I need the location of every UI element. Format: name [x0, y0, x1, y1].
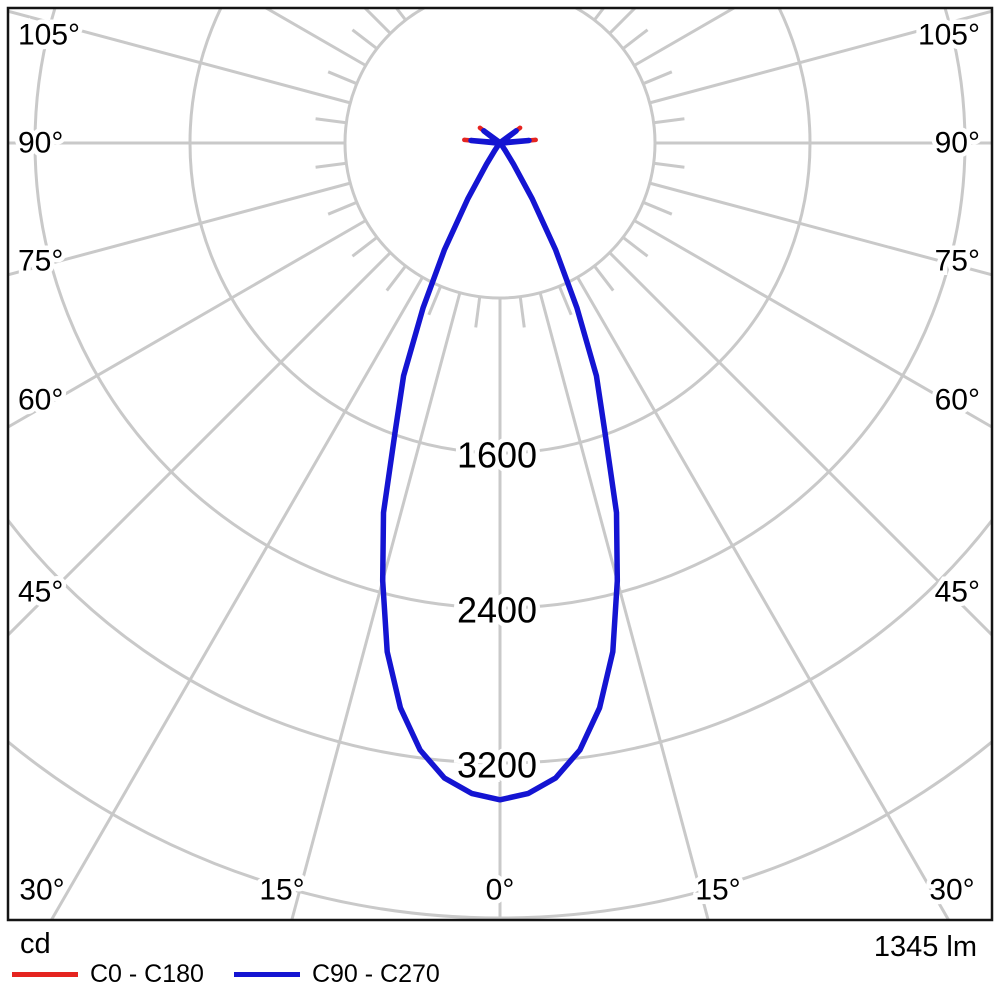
grid-tick: [642, 200, 673, 216]
angle-label-8-15deg: 15°: [695, 874, 740, 907]
grid-tick: [327, 70, 358, 86]
grid-tick: [653, 117, 685, 125]
grid-tick: [642, 70, 673, 86]
angle-label-12-75deg: 75°: [935, 245, 980, 278]
grid-tick: [518, 296, 526, 328]
angle-label-14-105deg: 105°: [918, 19, 980, 52]
angle-label-9-30deg: 30°: [929, 874, 974, 907]
angle-label-4-45deg: 45°: [18, 576, 63, 609]
grid-radial-105: [649, 9, 992, 105]
ring-label-3200: 3200: [457, 745, 537, 786]
grid-tick: [315, 117, 347, 125]
grid-tick: [622, 28, 649, 50]
angle-label-2-75deg: 75°: [18, 245, 63, 278]
legend-line-blue-icon: [233, 971, 300, 977]
unit-label: cd: [20, 928, 51, 960]
angle-label-5-30deg: 30°: [19, 874, 64, 907]
grid-tick: [474, 296, 482, 328]
grid-tick: [622, 236, 649, 258]
grid-radial--15: [290, 292, 462, 920]
grid-tick: [394, 8, 407, 21]
plot-border: [6, 6, 994, 922]
ring-label-1600: 1600: [457, 435, 537, 476]
grid-radial-15: [538, 292, 710, 920]
angle-label-6-15deg: 15°: [259, 874, 304, 907]
grid-radial-60: [633, 219, 992, 429]
angle-label-7-0deg: 0°: [486, 874, 515, 907]
grid-radial-45: [608, 251, 992, 638]
grid-radial--105: [8, 9, 351, 105]
grid-radial--30: [49, 276, 424, 920]
ring-label-2400: 2400: [457, 590, 537, 631]
grid-radial--60: [8, 219, 367, 429]
grid-radial-30: [576, 276, 951, 920]
grid-radial-75: [649, 181, 992, 277]
angle-label-10-45deg: 45°: [935, 576, 980, 609]
grid-tick: [593, 8, 606, 21]
angle-label-3-60deg: 60°: [18, 384, 63, 417]
legend-label-c0-c180: C0 - C180: [90, 959, 204, 988]
grid-tick: [593, 265, 615, 292]
legend-label-c90-c270: C90 - C270: [311, 959, 440, 988]
flux-label: 1345 lm: [873, 931, 977, 963]
legend: C0 - C180 C90 - C270: [12, 958, 440, 990]
grid-radial--45: [8, 251, 392, 638]
legend-item-c90-c270: C90 - C270: [233, 959, 440, 989]
legend-item-c0-c180: C0 - C180: [12, 960, 204, 989]
grid-ring-800: [343, 8, 657, 300]
grid-tick: [385, 265, 407, 292]
grid-tick: [315, 161, 347, 169]
angle-label-13-90deg: 90°: [935, 127, 980, 160]
angle-label-1-90deg: 90°: [18, 127, 63, 160]
grid-tick: [557, 285, 573, 316]
grid-radial--75: [8, 181, 351, 277]
grid-tick: [427, 285, 443, 316]
grid-tick: [327, 200, 358, 216]
curve-c90-c270: [379, 128, 621, 803]
grid-tick: [653, 161, 685, 169]
grid-tick: [351, 28, 378, 50]
angle-label-11-60deg: 60°: [935, 384, 980, 417]
angle-label-0-105deg: 105°: [18, 19, 80, 52]
legend-line-red-icon: [12, 971, 78, 977]
grid-tick: [351, 236, 378, 258]
